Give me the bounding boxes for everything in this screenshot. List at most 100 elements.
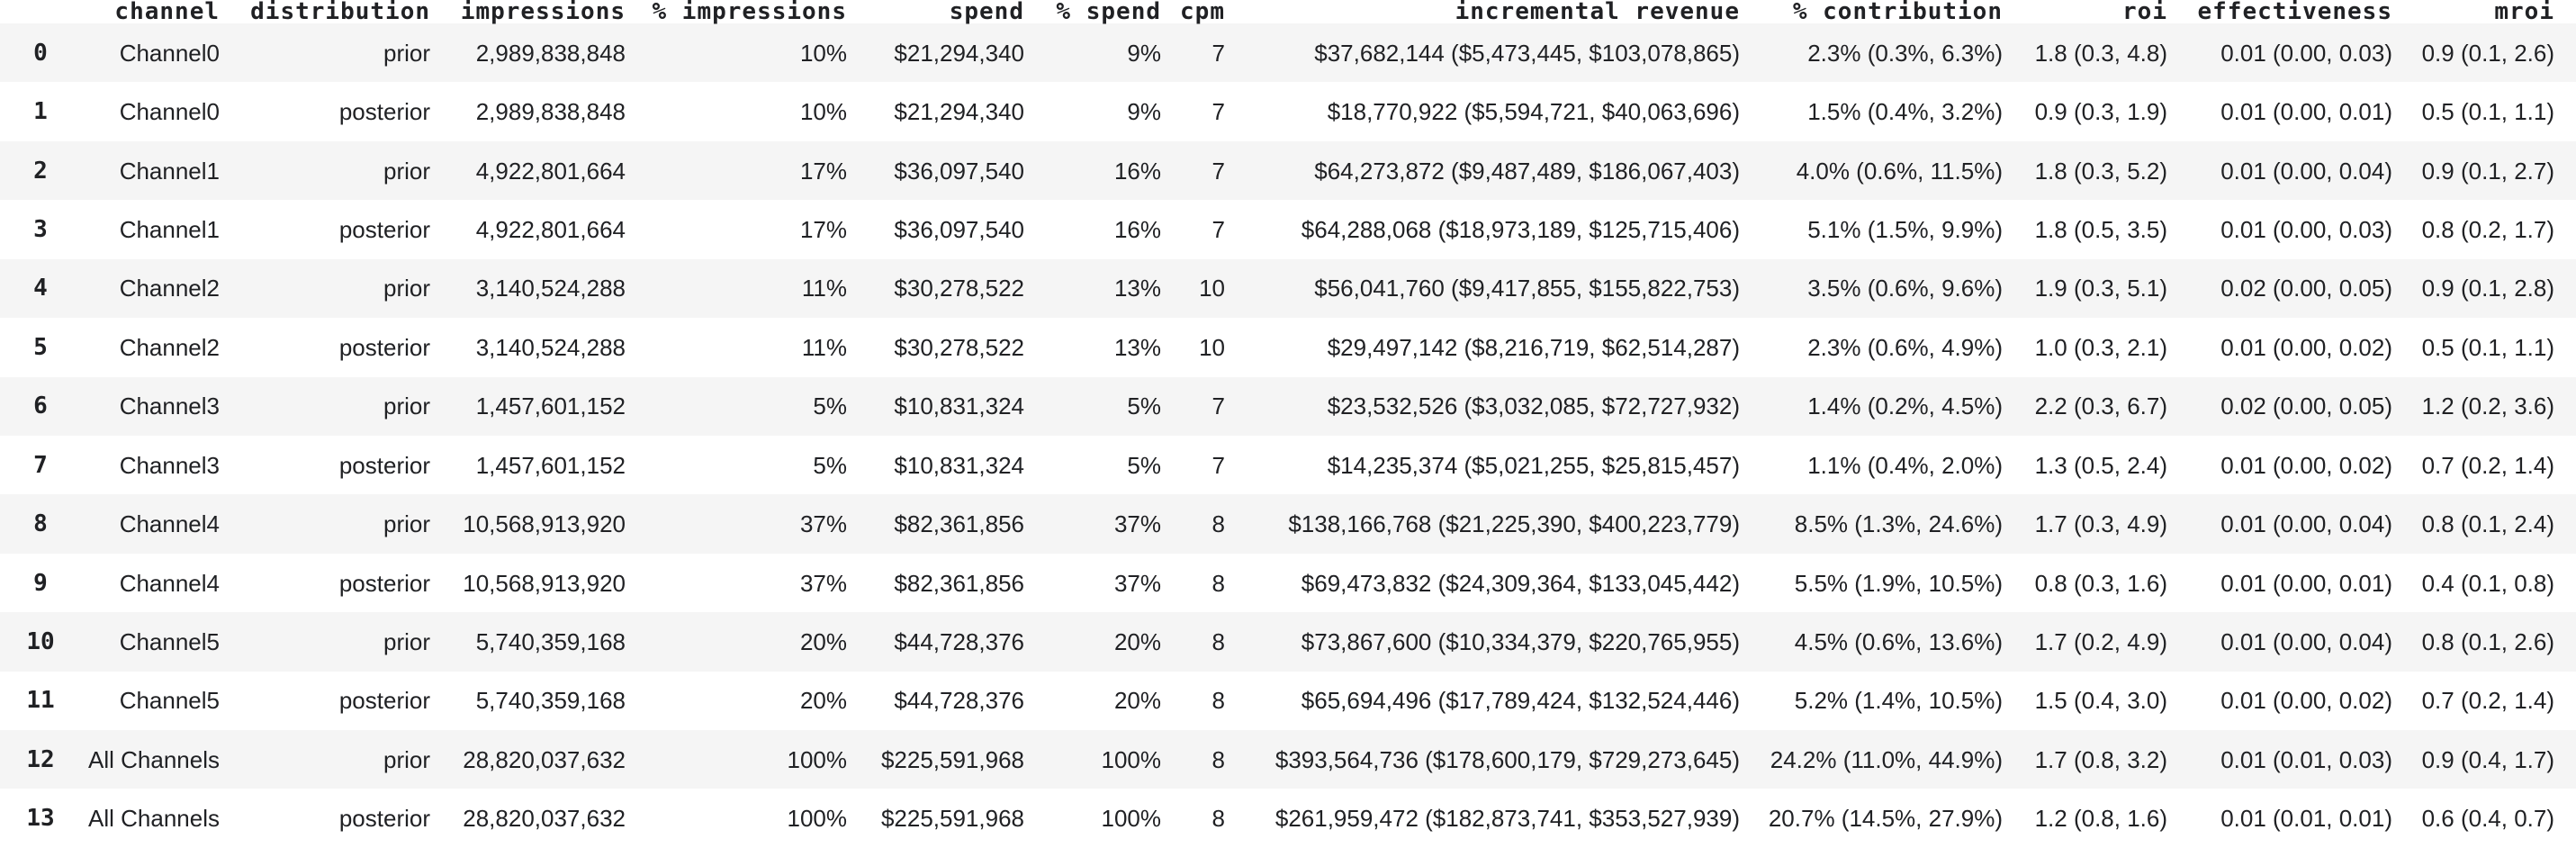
table-cell: $65,694,496 ($17,789,424, $132,524,446)	[1301, 687, 1740, 715]
table-cell: 13%	[1113, 275, 1161, 302]
table-cell: prior	[383, 39, 430, 67]
table-cell: 7	[1211, 451, 1225, 479]
table-cell: 0.8 (0.1, 2.6)	[2421, 627, 2554, 655]
table-cell: 20%	[1113, 687, 1161, 715]
table-cell: prior	[383, 275, 430, 302]
column-header-distribution: distribution	[220, 0, 430, 23]
table-cell: $44,728,376	[894, 687, 1024, 715]
table-cell: 2,989,838,848	[475, 39, 626, 67]
table-cell: $64,273,872 ($9,487,489, $186,067,403)	[1314, 157, 1740, 185]
table-cell: 7	[1211, 39, 1225, 67]
table-cell: posterior	[338, 451, 430, 479]
table-cell: 1.8 (0.3, 5.2)	[2034, 157, 2167, 185]
table-cell: Channel5	[119, 687, 220, 715]
table-cell: 10,568,913,920	[463, 569, 626, 597]
table-cell: 0.01 (0.00, 0.02)	[2220, 451, 2392, 479]
table-cell: 11%	[801, 275, 847, 302]
table-cell: 10	[1199, 275, 1225, 302]
table-row: 1 Channel0 posterior 2,989,838,848 10% $21,29…	[0, 82, 2576, 140]
table-row: 2 Channel1 prior 4,922,801,664 17% $36,097,54…	[0, 140, 2576, 201]
table-cell: 0.02 (0.00, 0.05)	[2220, 392, 2392, 420]
table-cell: 5,740,359,168	[475, 627, 626, 655]
table-cell: 37%	[799, 510, 847, 538]
index-corner-cell	[0, 0, 81, 23]
table-cell: 0.8 (0.2, 1.7)	[2421, 215, 2554, 243]
table-cell: Channel3	[119, 392, 220, 420]
table-cell: 1.8 (0.3, 4.8)	[2034, 39, 2167, 67]
table-cell: All Channels	[88, 745, 220, 773]
table-cell: posterior	[338, 805, 430, 833]
table-cell: 2,989,838,848	[475, 98, 626, 126]
table-cell: 0.9 (0.4, 1.7)	[2421, 745, 2554, 773]
table-cell: Channel1	[119, 215, 220, 243]
table-cell: 8	[1211, 805, 1225, 833]
row-index: 9	[33, 569, 48, 597]
table-cell: 16%	[1113, 215, 1161, 243]
table-cell: 0.01 (0.01, 0.03)	[2220, 745, 2392, 773]
table-cell: prior	[383, 745, 430, 773]
table-cell: Channel2	[119, 275, 220, 302]
table-cell: prior	[383, 157, 430, 185]
table-row: 6 Channel3 prior 1,457,601,152 5% $10,831,324…	[0, 376, 2576, 436]
table-cell: 0.9 (0.1, 2.6)	[2421, 39, 2554, 67]
table-cell: 4,922,801,664	[475, 157, 626, 185]
table-cell: posterior	[338, 333, 430, 361]
table-cell: $82,361,856	[894, 510, 1024, 538]
table-cell: 17%	[799, 157, 847, 185]
table-cell: 1.1% (0.4%, 2.0%)	[1807, 451, 2003, 479]
table-cell: Channel0	[119, 39, 220, 67]
table-cell: 1.2 (0.8, 1.6)	[2034, 805, 2167, 833]
table-cell: 0.01 (0.00, 0.04)	[2220, 510, 2392, 538]
table-cell: 0.01 (0.00, 0.02)	[2220, 333, 2392, 361]
table-cell: 5.5% (1.9%, 10.5%)	[1794, 569, 2003, 597]
row-index: 5	[33, 333, 48, 361]
table-cell: 20%	[799, 627, 847, 655]
row-index: 8	[33, 510, 48, 538]
table-cell: 8.5% (1.3%, 24.6%)	[1794, 510, 2003, 538]
table-cell: 1.9 (0.3, 5.1)	[2034, 275, 2167, 302]
column-header-impressions: impressions	[430, 0, 626, 23]
table-cell: 100%	[1101, 805, 1162, 833]
table-cell: $64,288,068 ($18,973,189, $125,715,406)	[1301, 215, 1740, 243]
table-cell: $36,097,540	[894, 157, 1024, 185]
table-cell: $14,235,374 ($5,021,255, $25,815,457)	[1327, 451, 1740, 479]
table-cell: 100%	[787, 745, 848, 773]
table-cell: 0.4 (0.1, 0.8)	[2421, 569, 2554, 597]
table-cell: All Channels	[88, 805, 220, 833]
column-header-spend: spend	[847, 0, 1024, 23]
table-cell: prior	[383, 627, 430, 655]
row-index: 3	[33, 215, 48, 243]
table-cell: 28,820,037,632	[463, 745, 626, 773]
table-cell: 8	[1211, 569, 1225, 597]
table-cell: $225,591,968	[880, 805, 1024, 833]
table-cell: 28,820,037,632	[463, 805, 626, 833]
table-cell: Channel4	[119, 569, 220, 597]
table-cell: 37%	[799, 569, 847, 597]
table-cell: $30,278,522	[894, 333, 1024, 361]
table-cell: 0.01 (0.00, 0.01)	[2220, 98, 2392, 126]
table-cell: 1,457,601,152	[475, 392, 626, 420]
table-cell: 0.01 (0.00, 0.03)	[2220, 39, 2392, 67]
table-cell: 8	[1211, 745, 1225, 773]
table-cell: $36,097,540	[894, 215, 1024, 243]
table-cell: 10%	[799, 39, 847, 67]
table-cell: 0.5 (0.1, 1.1)	[2421, 98, 2554, 126]
table-cell: 0.01 (0.00, 0.03)	[2220, 215, 2392, 243]
table-cell: $23,532,526 ($3,032,085, $72,727,932)	[1327, 392, 1740, 420]
table-cell: 5%	[1127, 392, 1161, 420]
table-cell: 10,568,913,920	[463, 510, 626, 538]
table-cell: $393,564,736 ($178,600,179, $729,273,645…	[1274, 745, 1740, 773]
table-cell: 7	[1211, 157, 1225, 185]
table-cell: 0.02 (0.00, 0.05)	[2220, 275, 2392, 302]
table-row: 13 All Channels posterior 28,820,037,632 100…	[0, 789, 2576, 848]
table-cell: Channel3	[119, 451, 220, 479]
table-cell: posterior	[338, 98, 430, 126]
table-cell: 5,740,359,168	[475, 687, 626, 715]
table-cell: 1.5 (0.4, 3.0)	[2034, 687, 2167, 715]
table-cell: 0.9 (0.1, 2.8)	[2421, 275, 2554, 302]
table-cell: 7	[1211, 392, 1225, 420]
table-cell: posterior	[338, 687, 430, 715]
table-cell: 0.5 (0.1, 1.1)	[2421, 333, 2554, 361]
table-cell: 1.3 (0.5, 2.4)	[2034, 451, 2167, 479]
table-row: 4 Channel2 prior 3,140,524,288 11% $30,278,52…	[0, 258, 2576, 319]
